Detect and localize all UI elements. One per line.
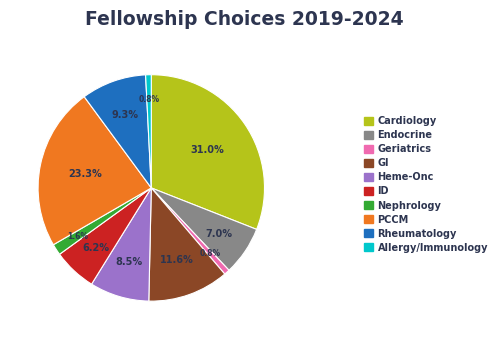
Wedge shape (84, 75, 151, 188)
Text: 1.6%: 1.6% (67, 231, 88, 240)
Text: Fellowship Choices 2019-2024: Fellowship Choices 2019-2024 (85, 10, 403, 30)
Text: 31.0%: 31.0% (190, 145, 224, 155)
Text: 8.5%: 8.5% (116, 257, 143, 267)
Wedge shape (151, 188, 257, 270)
Text: 7.0%: 7.0% (205, 229, 232, 239)
Wedge shape (149, 188, 225, 301)
Text: 9.3%: 9.3% (112, 110, 139, 120)
Wedge shape (60, 188, 151, 284)
Text: 23.3%: 23.3% (68, 169, 102, 179)
Wedge shape (53, 188, 151, 254)
Text: 11.6%: 11.6% (160, 255, 194, 266)
Text: 0.8%: 0.8% (139, 95, 160, 104)
Wedge shape (38, 97, 151, 245)
Text: 6.2%: 6.2% (82, 243, 109, 253)
Wedge shape (145, 75, 151, 188)
Wedge shape (151, 75, 264, 229)
Text: 0.8%: 0.8% (200, 249, 221, 258)
Wedge shape (151, 188, 229, 274)
Legend: Cardiology, Endocrine, Geriatrics, GI, Heme-Onc, ID, Nephrology, PCCM, Rheumatol: Cardiology, Endocrine, Geriatrics, GI, H… (364, 116, 488, 253)
Wedge shape (92, 188, 151, 301)
